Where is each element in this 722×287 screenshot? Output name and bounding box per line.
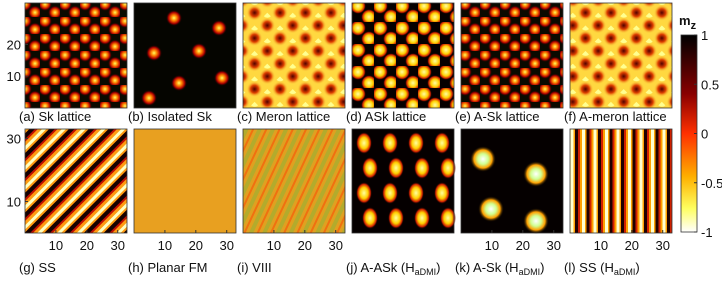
panel-frame (133, 128, 237, 234)
x-tick-label: 10 (594, 238, 608, 253)
x-tick-label: 20 (80, 238, 94, 253)
x-tick-label: 20 (298, 238, 312, 253)
panel-frame (24, 128, 128, 234)
label-tail: ) (635, 260, 639, 275)
skyrmion (470, 146, 496, 172)
panel-label: (e) A-Sk lattice (455, 109, 540, 124)
skyrmion (166, 10, 182, 26)
skyrmion (362, 157, 378, 179)
skyrmion (214, 70, 230, 86)
panel-image (243, 3, 345, 108)
skyrmion (408, 132, 424, 154)
colorbar-tick-label: -0.5 (701, 176, 722, 191)
x-tick-label: 30 (655, 238, 669, 253)
skyrmion (523, 208, 549, 234)
panel-label: (f) A-meron lattice (564, 109, 667, 124)
y-tick-label: 10 (7, 194, 21, 209)
x-tick-label: 10 (485, 238, 499, 253)
label-subscript: aDMI (415, 267, 437, 277)
skyrmion (211, 20, 227, 36)
panel-frame (351, 128, 455, 234)
panel-image (570, 129, 672, 233)
colorbar-label: mz (679, 13, 697, 32)
y-tick-label: 20 (7, 37, 21, 52)
skyrmion (414, 207, 430, 229)
panel-frame (133, 2, 237, 109)
colorbar-tick-label: -1 (701, 225, 713, 240)
skyrmion (171, 75, 187, 91)
x-tick-label: 10 (158, 238, 172, 253)
skyrmion (362, 207, 378, 229)
x-tick-label: 20 (625, 238, 639, 253)
panel-frame (351, 2, 455, 109)
label-subscript: aDMI (519, 267, 541, 277)
panel-frame (569, 2, 673, 109)
y-tick-label: 30 (7, 131, 21, 146)
panel-image (461, 3, 563, 108)
panel-image (25, 129, 127, 233)
x-tick-label: 30 (219, 238, 233, 253)
skyrmion (146, 45, 162, 61)
skyrmion (440, 207, 456, 229)
panel-image (25, 3, 127, 108)
panel-label: (k) A-Sk (HaDMI) (455, 260, 544, 277)
colorbar-tick-label: 1 (701, 28, 708, 43)
skyrmion (478, 196, 504, 222)
x-tick-label: 20 (516, 238, 530, 253)
skyrmion (356, 132, 372, 154)
skyrmion (388, 207, 404, 229)
colorbar-tick-label: 0.5 (701, 77, 719, 92)
colorbar-label-sub: z (691, 20, 697, 32)
x-tick-label: 10 (49, 238, 63, 253)
panel-label: (h) Planar FM (128, 260, 207, 275)
panel-label: (j) A-ASk (HaDMI) (346, 260, 440, 277)
panel-frame (24, 2, 128, 109)
panel-frame (569, 128, 673, 234)
colorbar-tick-label: 0 (701, 127, 708, 142)
panel-label: (i) VIII (237, 260, 272, 275)
label-tail: ) (540, 260, 544, 275)
panel-image (243, 129, 345, 233)
skyrmion (356, 182, 372, 204)
skyrmion (434, 182, 450, 204)
x-tick-label: 30 (328, 238, 342, 253)
x-tick-label: 30 (546, 238, 560, 253)
y-tick-label: 10 (7, 69, 21, 84)
skyrmion (382, 182, 398, 204)
skyrmion (191, 43, 207, 59)
skyrmion (440, 157, 456, 179)
skyrmion (141, 90, 157, 106)
panel-label: (l) SS (HaDMI) (564, 260, 640, 277)
skyrmion (523, 161, 549, 187)
panel-label: (b) Isolated Sk (128, 109, 212, 124)
panel-label: (c) Meron lattice (237, 109, 330, 124)
panel-label: (g) SS (19, 260, 56, 275)
x-tick-label: 20 (189, 238, 203, 253)
panel-frame (460, 128, 564, 234)
x-tick-label: 10 (267, 238, 281, 253)
panel-frame (242, 2, 346, 109)
skyrmion (408, 182, 424, 204)
panel-image (352, 3, 454, 108)
panel-label: (a) Sk lattice (19, 109, 91, 124)
skyrmion (388, 157, 404, 179)
skyrmion (414, 157, 430, 179)
panel-frame (460, 2, 564, 109)
panel-image (570, 3, 672, 108)
label-tail: ) (436, 260, 440, 275)
x-tick-label: 30 (110, 238, 124, 253)
panel-frame (242, 128, 346, 234)
skyrmion (434, 132, 450, 154)
panel-image (134, 129, 236, 233)
panel-label: (d) ASk lattice (346, 109, 426, 124)
skyrmion (382, 132, 398, 154)
label-subscript: aDMI (614, 267, 636, 277)
